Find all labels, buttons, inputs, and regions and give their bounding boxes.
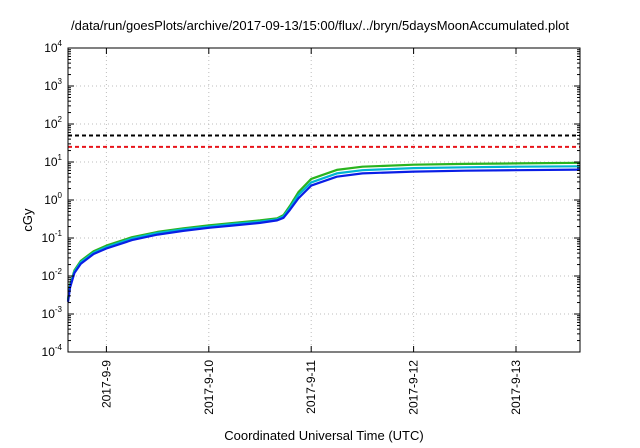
y-tick-label: 100	[44, 191, 62, 207]
series-line	[66, 168, 581, 302]
threshold-lines	[68, 134, 580, 148]
x-tick-label: 2017-9-11	[304, 360, 318, 414]
y-tick-label: 102	[44, 115, 62, 131]
y-tick-label: 101	[44, 153, 62, 169]
x-tick-label: 2017-9-13	[509, 360, 523, 415]
y-tick-label: 10-1	[42, 229, 63, 245]
x-axis-ticks: 2017-9-9 2017-9-10 2017-9-11 2017-9-12 2017-…	[99, 48, 523, 415]
y-tick-label: 103	[44, 77, 62, 93]
x-axis-label: Coordinated Universal Time (UTC)	[224, 428, 424, 443]
y-tick-label: 104	[44, 39, 62, 55]
chart-title: /data/run/goesPlots/archive/2017-09-13/1…	[71, 18, 569, 33]
grid-lines	[68, 48, 580, 352]
x-tick-label: 2017-9-12	[407, 360, 421, 415]
y-tick-label: 10-3	[42, 305, 63, 321]
y-tick-label: 10-2	[42, 267, 63, 283]
series-lines	[66, 161, 581, 302]
x-tick-label: 2017-9-9	[99, 360, 113, 408]
x-tick-label: 2017-9-10	[202, 360, 216, 415]
y-tick-label: 10-4	[42, 343, 63, 359]
y-axis-ticks: 10-4 10-3 10-2 10-1 100 101 102 103 104	[42, 39, 580, 359]
series-line	[66, 165, 581, 301]
series-line	[66, 161, 581, 300]
